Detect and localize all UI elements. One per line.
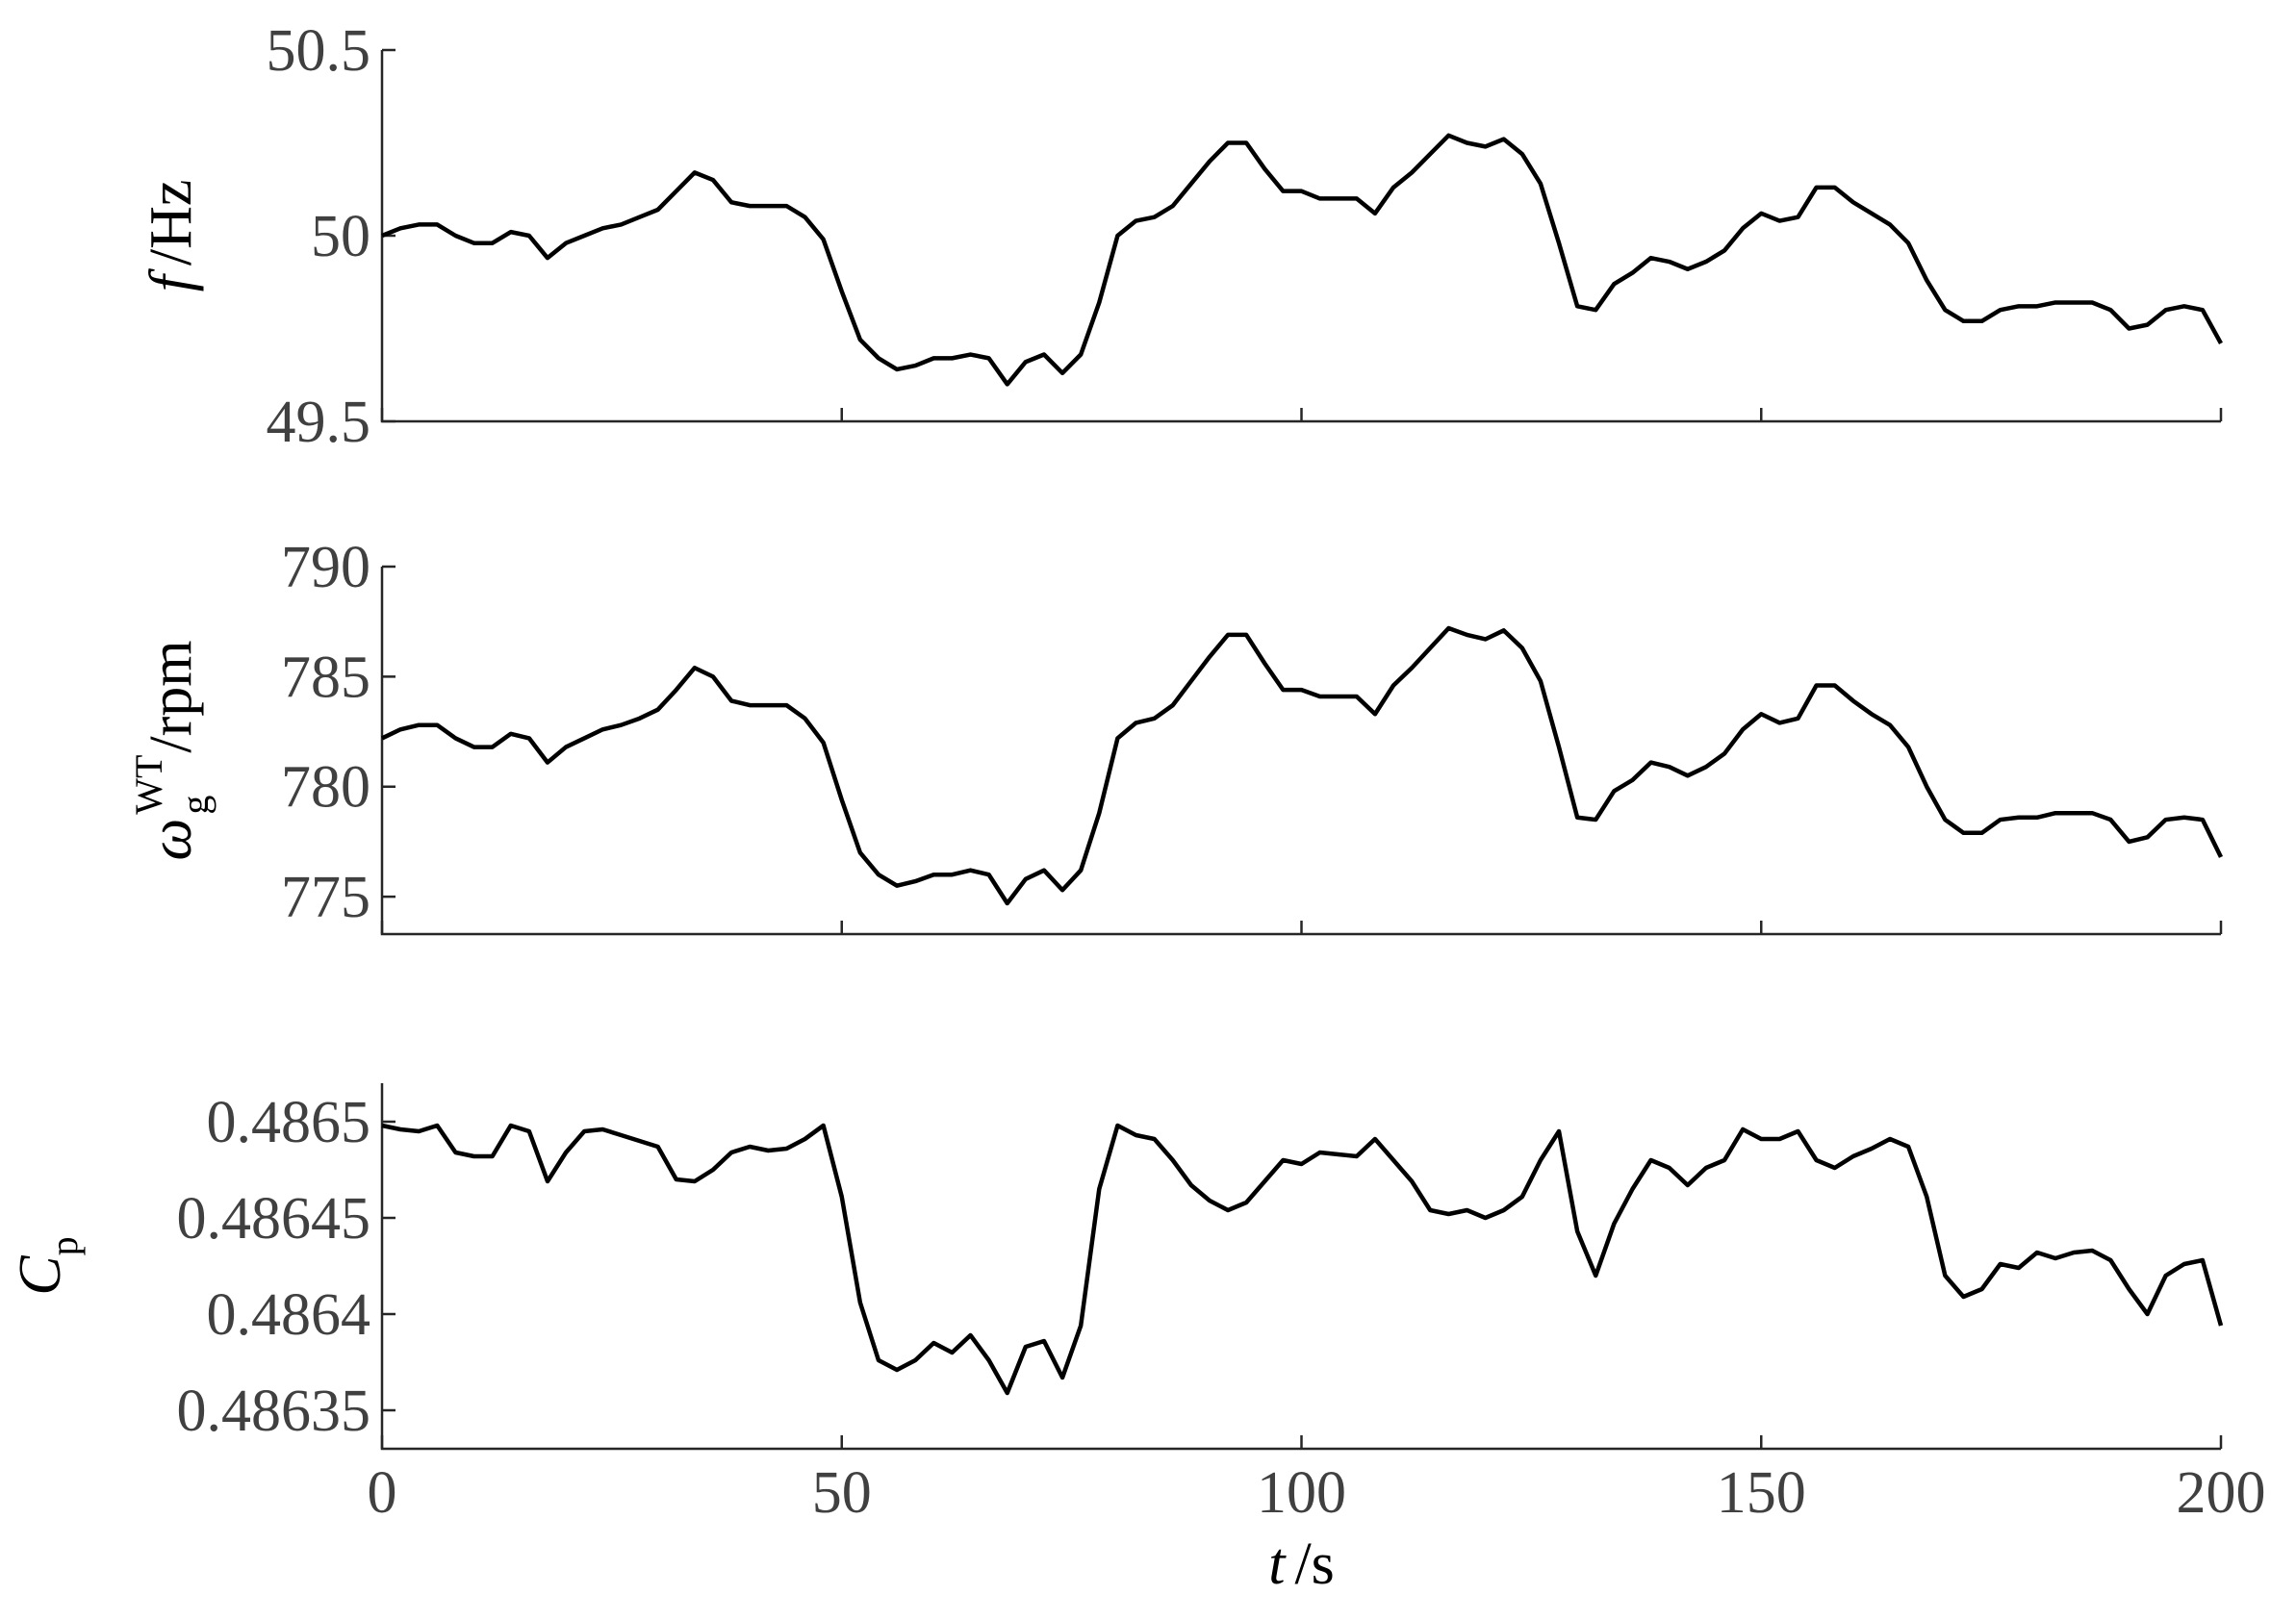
data-line [381, 1123, 2224, 1396]
y-tick-label: 785 [281, 645, 370, 710]
y-axis-label: ωWTg/rpm [127, 640, 217, 860]
label-symbol: C [8, 1255, 73, 1296]
label-symbol: ω [139, 819, 204, 861]
label-symbol: f [139, 267, 204, 291]
y-tick-label: 0.48645 [177, 1186, 371, 1252]
y-tick-label: 49.5 [267, 390, 371, 455]
label-subscript: g [173, 796, 217, 815]
axes-spine [380, 567, 2221, 936]
x-tick-label: 150 [1717, 1460, 1806, 1526]
data-line [381, 133, 2223, 387]
y-tick-label: 780 [281, 755, 370, 821]
x-tick-label: 0 [368, 1460, 397, 1526]
y-tick-label: 50.5 [267, 18, 371, 84]
y-axis-label: Cp [8, 1236, 86, 1295]
y-tick-label: 0.4865 [207, 1090, 371, 1155]
label-unit: /s [1294, 1531, 1334, 1597]
x-axis-label: t/s [1268, 1531, 1335, 1597]
label-unit: /rpm [139, 640, 204, 752]
y-tick-label: 50 [311, 204, 370, 269]
axes-spine [380, 1083, 2221, 1451]
y-axis-label: f/Hz [139, 180, 204, 292]
label-unit: /Hz [139, 180, 204, 266]
y-tick-label: 0.4864 [207, 1282, 371, 1348]
label-symbol: t [1268, 1531, 1287, 1597]
label-superscript: WT [127, 755, 170, 815]
y-tick-label: 0.48635 [177, 1379, 371, 1444]
data-line [381, 625, 2224, 906]
axes-spine [380, 50, 2221, 423]
x-tick-label: 50 [812, 1460, 872, 1526]
x-tick-label: 200 [2177, 1460, 2266, 1526]
label-subscript: p [42, 1236, 86, 1255]
x-tick-label: 100 [1257, 1460, 1346, 1526]
y-tick-label: 790 [281, 535, 370, 600]
y-tick-label: 775 [281, 865, 370, 930]
